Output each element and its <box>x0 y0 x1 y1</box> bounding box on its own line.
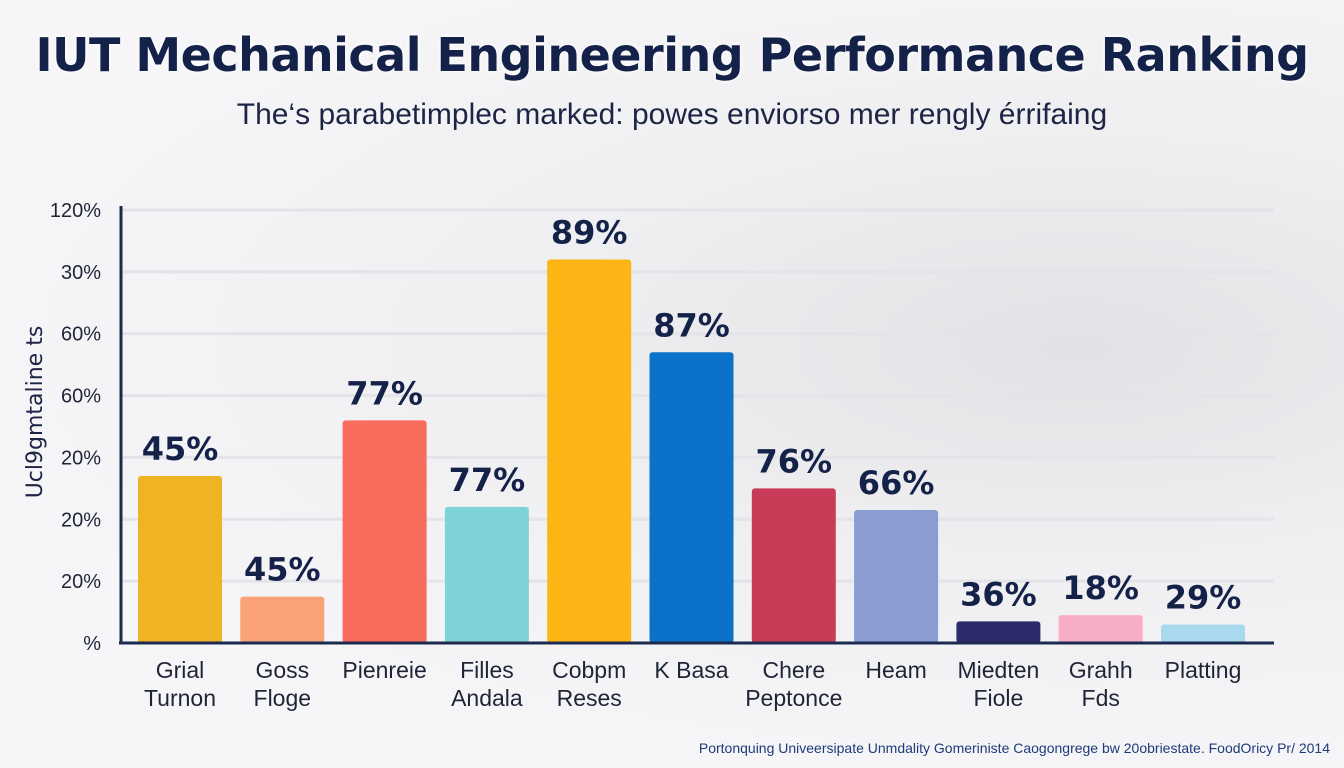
data-label: 66% <box>858 464 935 502</box>
category-label: Heam <box>865 657 926 683</box>
data-label: 29% <box>1165 578 1242 616</box>
bar <box>956 621 1041 643</box>
category-label: Filles <box>460 657 514 683</box>
data-label: 89% <box>551 213 628 251</box>
bar <box>240 596 325 643</box>
category-label: Turnon <box>144 685 216 711</box>
category-label: Miedten <box>957 657 1039 683</box>
data-label: 87% <box>653 306 730 344</box>
bar <box>547 259 632 643</box>
y-tick-label: 20% <box>61 447 101 469</box>
data-label: 76% <box>756 442 833 480</box>
bar <box>854 510 939 643</box>
y-axis-title: Ucl9gmtaline ts <box>23 326 48 499</box>
y-tick-label: 60% <box>61 386 101 408</box>
bar <box>342 420 427 643</box>
category-label: Peptonce <box>745 685 842 711</box>
bar <box>1058 615 1143 643</box>
category-label: Chere <box>762 657 825 683</box>
y-tick-label: 120% <box>50 200 101 222</box>
chart-subtitle: The‘s parabetimplec marked: powes envior… <box>236 98 1108 131</box>
data-label: 36% <box>960 575 1037 613</box>
category-label: Fds <box>1082 685 1120 711</box>
bars <box>138 259 1245 643</box>
category-label: Pienreie <box>342 657 426 683</box>
category-label: Andala <box>451 685 523 711</box>
axes <box>119 206 1274 645</box>
category-label: Grial <box>156 657 205 683</box>
bar <box>138 475 222 643</box>
data-label: 45% <box>244 551 321 589</box>
data-label: 77% <box>449 461 526 499</box>
category-label: Fiole <box>973 685 1023 711</box>
y-tick-label: 20% <box>61 571 101 593</box>
chart-title: IUT Mechanical Engineering Performance R… <box>35 28 1310 82</box>
category-label: Goss <box>255 657 309 683</box>
y-tick-label: 60% <box>61 324 101 346</box>
data-label: 45% <box>142 430 219 468</box>
category-label: Grahh <box>1069 657 1133 683</box>
y-tick-label: 20% <box>61 509 101 531</box>
data-label: 77% <box>346 374 423 412</box>
source-footnote: Portonquing Univeersipate Unmdality Gome… <box>698 740 1330 756</box>
bar <box>444 506 529 643</box>
y-tick-label: % <box>83 633 101 655</box>
labels: % 20% 20% 20% 60% 60% 30% 120% Ucl9gmtaline ts 45… <box>23 200 1241 711</box>
bar <box>751 488 836 643</box>
category-label: Cobpm <box>552 657 626 683</box>
category-label: Reses <box>557 685 622 711</box>
category-label: Floge <box>254 685 312 711</box>
bar <box>649 352 734 643</box>
category-label: K Basa <box>654 657 728 683</box>
y-tick-label: 30% <box>61 262 101 284</box>
data-label: 18% <box>1062 569 1139 607</box>
bar <box>1161 624 1245 643</box>
category-label: Platting <box>1165 657 1242 683</box>
